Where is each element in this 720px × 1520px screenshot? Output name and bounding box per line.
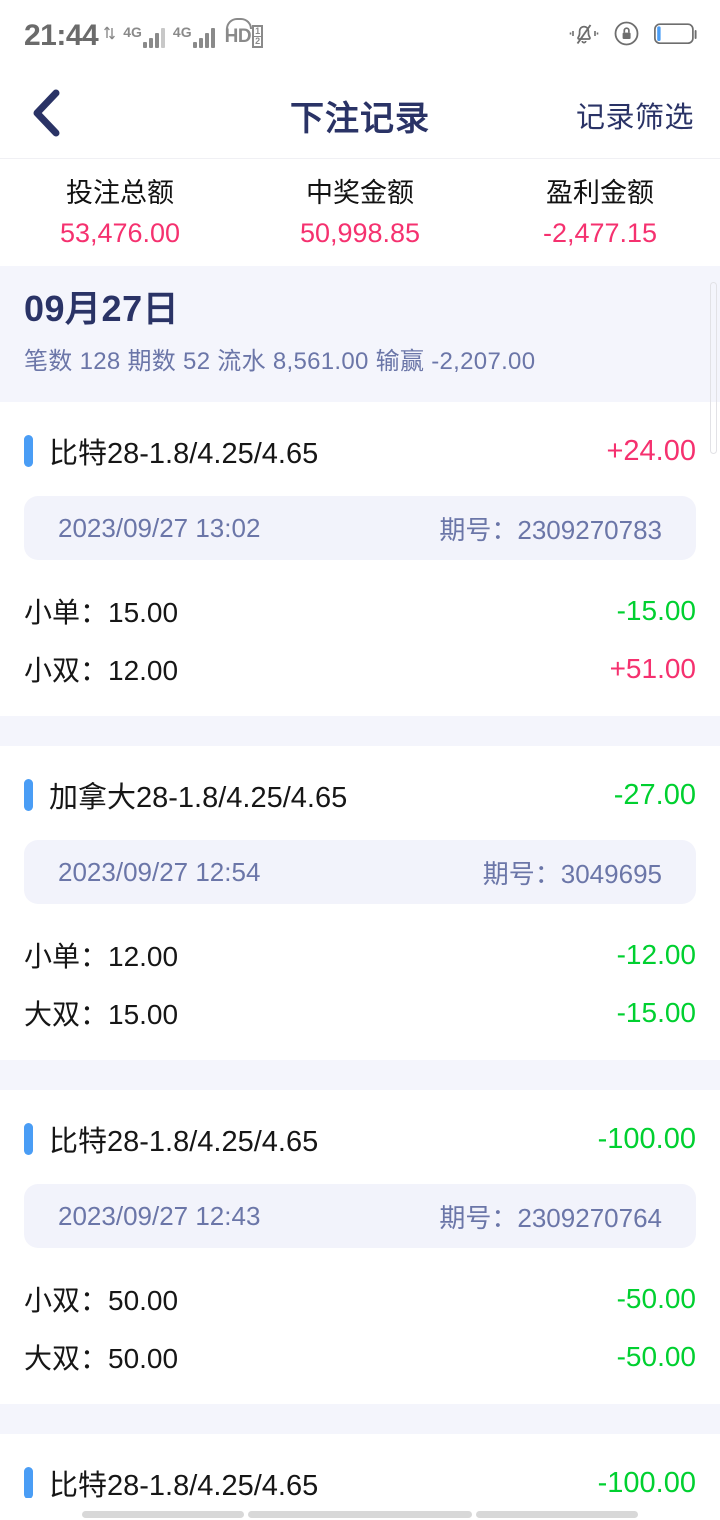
sim-indicator: 1 2 (252, 24, 264, 48)
mute-bell-icon (569, 20, 599, 53)
day-group-header: 09月27日 笔数 128 期数 52 流水 8,561.00 输赢 -2,20… (0, 266, 720, 403)
day-stats: 笔数 128 期数 52 流水 8,561.00 输赢 -2,207.00 (24, 348, 536, 376)
system-navigation-bar (0, 1498, 720, 1520)
bet-line-amount: -15.00 (616, 997, 696, 1029)
bet-total-amount: +24.00 (606, 434, 696, 467)
record-filter-button[interactable]: 记录筛选 (575, 102, 694, 134)
bet-line-amount: -15.00 (616, 595, 696, 627)
card-separator (0, 716, 720, 747)
card-separator (0, 1404, 720, 1435)
app-header: 下注记录 记录筛选 (0, 72, 720, 158)
bet-title-wrap: 比特28-1.8/4.25/4.65 (24, 1462, 318, 1498)
bet-title-wrap: 加拿大28-1.8/4.25/4.65 (24, 774, 347, 816)
bet-record-card[interactable]: 比特28-1.8/4.25/4.65 -100.00 (0, 1434, 720, 1498)
bet-line-list: 小双：50.00 -50.00 大双：50.00 -50.00 (24, 1270, 696, 1386)
summary-cell-total-bet: 投注总额 53,476.00 (0, 177, 240, 251)
accent-bar-icon (24, 779, 33, 812)
bet-card-header: 比特28-1.8/4.25/4.65 -100.00 (24, 1112, 696, 1164)
accent-bar-icon (24, 1467, 33, 1498)
summary-label: 投注总额 (66, 178, 174, 209)
day-title: 09月27日 (24, 288, 180, 329)
status-bar-left: 21:44 4G 4G HD 1 2 (24, 17, 264, 52)
bet-timestamp: 2023/09/27 13:02 (58, 512, 261, 543)
card-separator (0, 1060, 720, 1091)
accent-bar-icon (24, 435, 33, 468)
bet-line-label: 大双：15.00 (24, 999, 179, 1031)
volte-arc-icon (225, 17, 252, 29)
network-type-label-1: 4G (123, 23, 142, 40)
summary-label: 中奖金额 (306, 178, 414, 209)
bet-line-list: 小单：12.00 -12.00 大双：15.00 -15.00 (24, 926, 696, 1042)
bet-game-title: 加拿大28-1.8/4.25/4.65 (49, 782, 348, 815)
summary-value: 50,998.85 (299, 218, 421, 249)
nav-back-handle[interactable] (82, 1510, 244, 1518)
bet-line-item: 小双：12.00 +51.00 (24, 640, 696, 698)
bet-line-label: 小双：50.00 (24, 1285, 179, 1317)
bet-total-amount: -27.00 (613, 778, 696, 811)
bet-line-amount: -12.00 (616, 939, 696, 971)
status-clock: 21:44 (24, 19, 99, 52)
nav-home-handle[interactable] (248, 1510, 472, 1518)
bet-issue-number: 期号：2309270764 (439, 1202, 662, 1233)
bet-line-item: 大双：15.00 -15.00 (24, 984, 696, 1042)
scrollbar[interactable] (710, 282, 717, 454)
data-arrows-icon (104, 26, 116, 40)
bet-card-header: 比特28-1.8/4.25/4.65 -100.00 (24, 1456, 696, 1498)
bet-timestamp: 2023/09/27 12:54 (58, 856, 261, 887)
bet-info-chip: 2023/09/27 12:43 期号：2309270764 (24, 1184, 696, 1249)
bet-line-label: 小单：15.00 (24, 597, 179, 629)
bet-line-list: 小单：15.00 -15.00 小双：12.00 +51.00 (24, 582, 696, 698)
signal-bars-icon (142, 26, 165, 48)
chevron-left-icon (30, 88, 64, 143)
summary-value: 53,476.00 (59, 218, 181, 249)
summary-cell-win-amount: 中奖金额 50,998.85 (240, 177, 480, 251)
bet-total-amount: -100.00 (597, 1466, 696, 1498)
accent-bar-icon (24, 1123, 33, 1156)
nav-recents-handle[interactable] (476, 1510, 638, 1518)
bet-line-item: 小单：12.00 -12.00 (24, 926, 696, 984)
status-bar-right (569, 20, 698, 53)
bet-issue-number: 期号：2309270783 (439, 514, 662, 545)
bet-line-label: 大双：50.00 (24, 1343, 179, 1375)
bet-line-amount: +51.00 (609, 653, 696, 685)
bet-card-header: 加拿大28-1.8/4.25/4.65 -27.00 (24, 768, 696, 820)
summary-label: 盈利金额 (546, 178, 654, 209)
bet-total-amount: -100.00 (597, 1122, 696, 1155)
signal-group-sim2: 4G (173, 25, 215, 48)
bet-line-item: 小双：50.00 -50.00 (24, 1270, 696, 1328)
bet-line-item: 大双：50.00 -50.00 (24, 1328, 696, 1386)
bet-game-title: 比特28-1.8/4.25/4.65 (49, 1126, 319, 1159)
bet-line-amount: -50.00 (616, 1341, 696, 1373)
bet-game-title: 比特28-1.8/4.25/4.65 (49, 1470, 319, 1498)
summary-cell-profit: 盈利金额 -2,477.15 (480, 177, 720, 251)
bet-info-chip: 2023/09/27 12:54 期号：3049695 (24, 840, 696, 905)
record-list[interactable]: 09月27日 笔数 128 期数 52 流水 8,561.00 输赢 -2,20… (0, 266, 720, 1498)
bet-info-chip: 2023/09/27 13:02 期号：2309270783 (24, 496, 696, 561)
bet-issue-number: 期号：3049695 (482, 858, 662, 889)
back-button[interactable] (30, 87, 86, 143)
summary-bar: 投注总额 53,476.00 中奖金额 50,998.85 盈利金额 -2,47… (0, 158, 720, 266)
bet-game-title: 比特28-1.8/4.25/4.65 (49, 438, 319, 471)
signal-group-sim1: 4G (123, 25, 165, 48)
bet-line-label: 小单：12.00 (24, 941, 179, 973)
bet-timestamp: 2023/09/27 12:43 (58, 1200, 261, 1231)
rotation-lock-icon (613, 20, 640, 52)
volte-hd-icon: HD 1 2 (225, 17, 264, 48)
bet-line-item: 小单：15.00 -15.00 (24, 582, 696, 640)
bet-title-wrap: 比特28-1.8/4.25/4.65 (24, 1118, 318, 1160)
bet-title-wrap: 比特28-1.8/4.25/4.65 (24, 430, 318, 472)
network-type-label-2: 4G (172, 23, 192, 40)
bet-record-card[interactable]: 比特28-1.8/4.25/4.65 -100.00 2023/09/27 12… (0, 1090, 720, 1405)
signal-bars-icon (192, 26, 215, 48)
bet-record-card[interactable]: 加拿大28-1.8/4.25/4.65 -27.00 2023/09/27 12… (0, 746, 720, 1061)
bet-record-card[interactable]: 比特28-1.8/4.25/4.65 +24.00 2023/09/27 13:… (0, 402, 720, 717)
bet-line-amount: -50.00 (616, 1283, 696, 1315)
summary-value: -2,477.15 (542, 218, 658, 249)
bet-card-header: 比特28-1.8/4.25/4.65 +24.00 (24, 424, 696, 476)
battery-icon (654, 22, 698, 51)
bet-line-label: 小双：12.00 (24, 655, 179, 687)
status-bar: 21:44 4G 4G HD 1 2 (0, 0, 720, 72)
